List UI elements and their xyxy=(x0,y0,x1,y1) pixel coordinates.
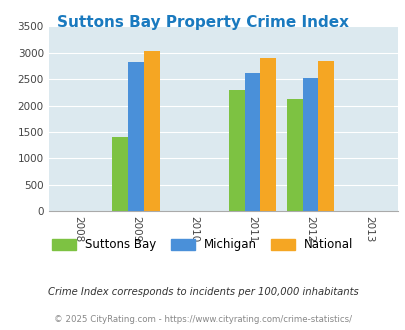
Text: Crime Index corresponds to incidents per 100,000 inhabitants: Crime Index corresponds to incidents per… xyxy=(47,287,358,297)
Text: © 2025 CityRating.com - https://www.cityrating.com/crime-statistics/: © 2025 CityRating.com - https://www.city… xyxy=(54,315,351,324)
Bar xyxy=(318,61,333,211)
Bar xyxy=(128,62,143,211)
Bar xyxy=(143,51,159,211)
Bar xyxy=(112,137,128,211)
Bar xyxy=(286,99,302,211)
Text: Suttons Bay Property Crime Index: Suttons Bay Property Crime Index xyxy=(57,15,348,30)
Bar xyxy=(302,78,318,211)
Bar xyxy=(244,73,260,211)
Bar xyxy=(260,58,275,211)
Legend: Suttons Bay, Michigan, National: Suttons Bay, Michigan, National xyxy=(52,239,353,251)
Bar xyxy=(228,90,244,211)
